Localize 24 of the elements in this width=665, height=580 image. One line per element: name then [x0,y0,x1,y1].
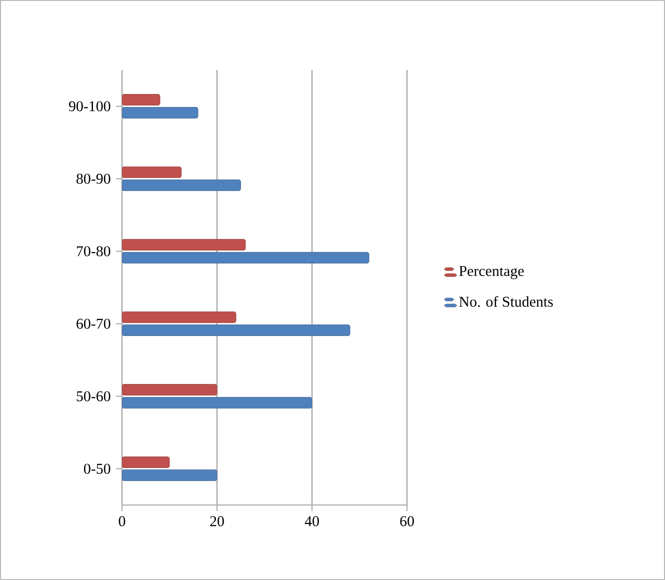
x-tick-label: 0 [118,516,126,526]
y-tick-label: 80-90 [76,174,110,184]
bar [122,107,198,118]
y-tick-label: 70-80 [76,246,110,256]
legend-label: Percentage [459,266,524,280]
y-tick-label: 60-70 [76,318,110,329]
bar [122,180,241,191]
bar [122,239,246,250]
x-tick-label: 40 [304,516,319,526]
x-tick-label: 20 [210,516,224,526]
bar [122,94,160,106]
bar [122,312,236,323]
bar [122,166,182,178]
bar [122,470,218,481]
bar [122,456,170,468]
bar [122,324,350,336]
y-tick-label: 50-60 [76,391,110,402]
bar [122,397,312,408]
y-tick-label: 90-100 [68,101,110,112]
bar [122,384,218,396]
bar [122,252,370,264]
y-tick-label: 0-50 [84,464,110,474]
legend-label: No. of Students [459,296,553,307]
x-tick-label: 60 [400,516,414,526]
